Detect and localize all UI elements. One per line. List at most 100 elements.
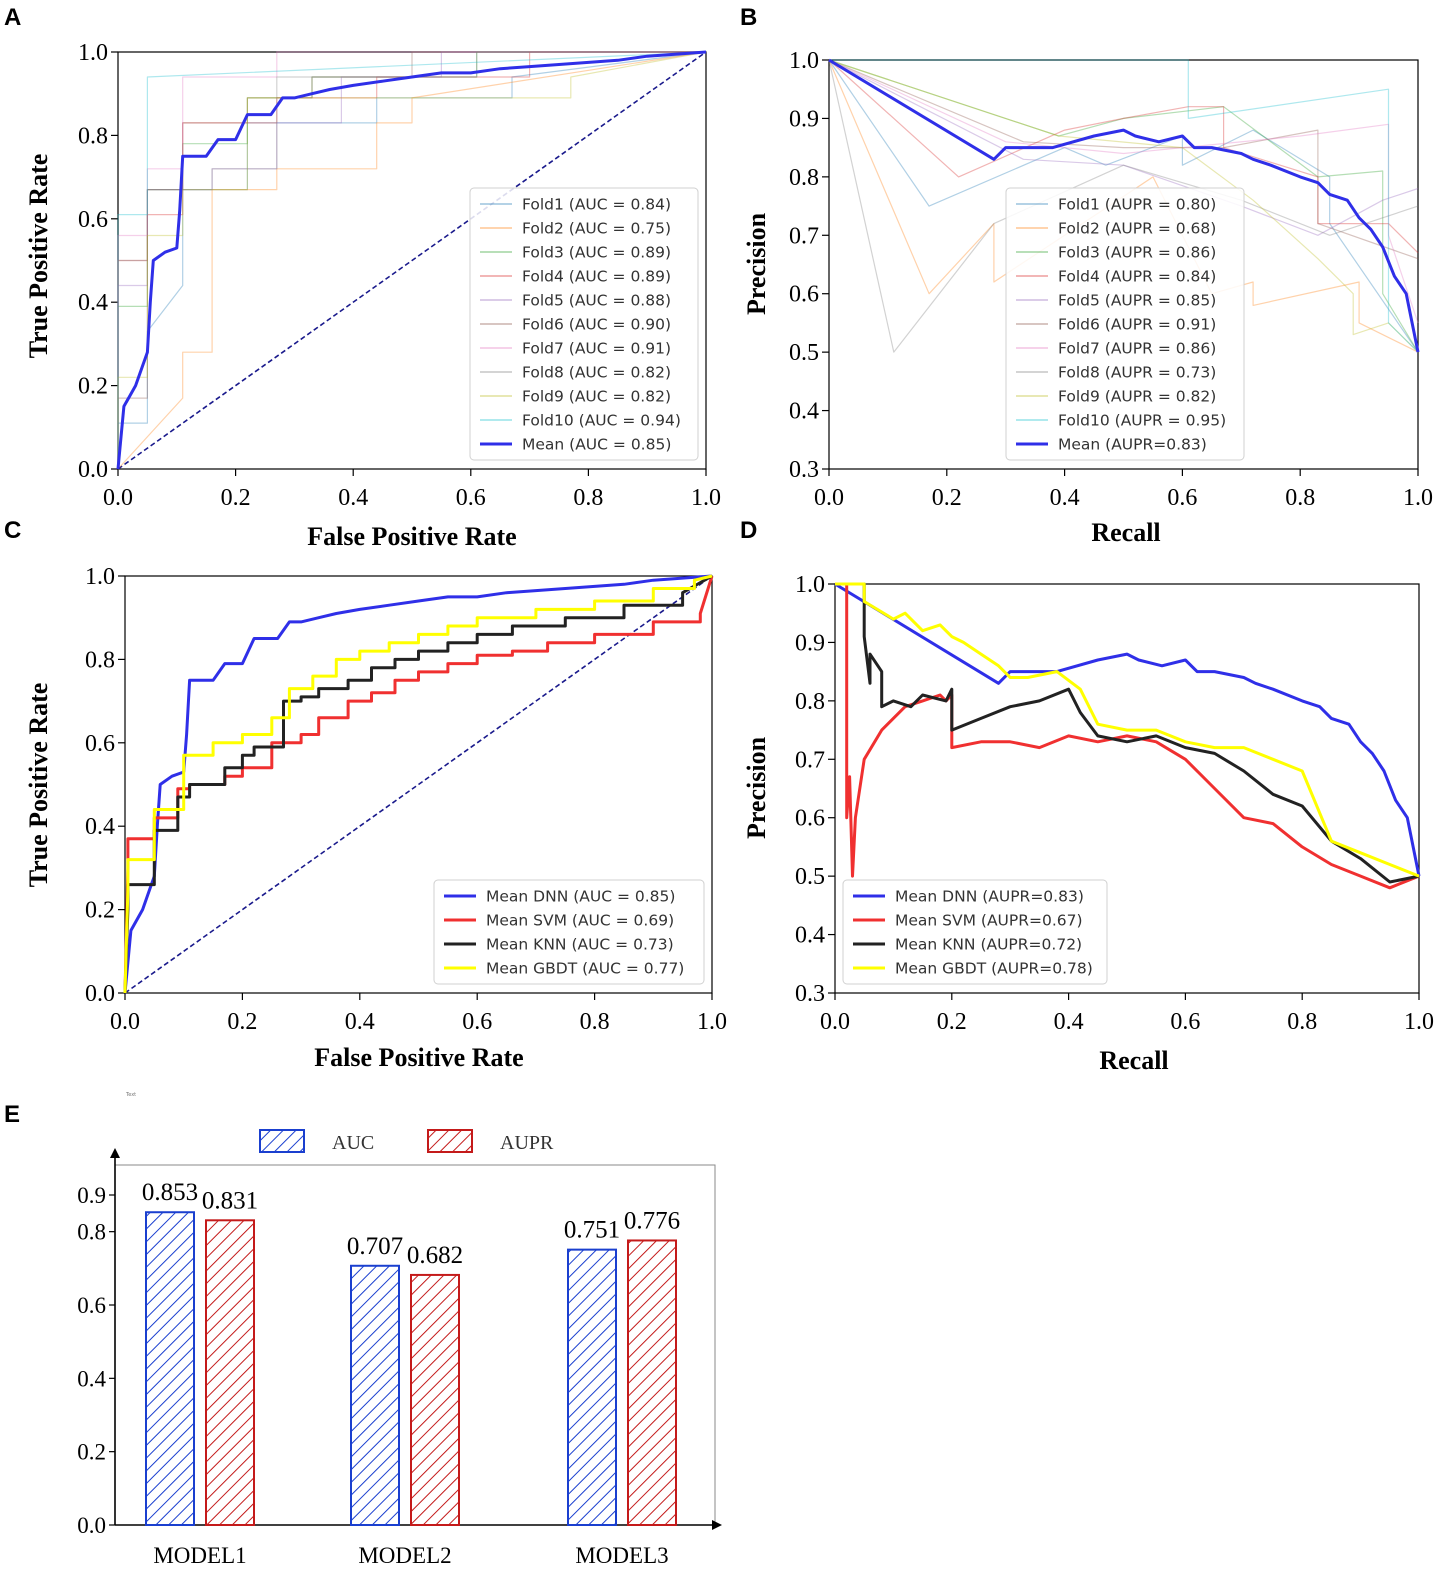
legend-entry: AUPR	[500, 1132, 554, 1154]
x-tick-label: 1.0	[691, 485, 721, 511]
series-line-4	[828, 59, 1419, 254]
legend-entry: Fold2 (AUC = 0.75)	[522, 220, 671, 238]
panel-label-d: D	[740, 517, 757, 544]
legend-entry: Fold8 (AUPR = 0.73)	[1058, 364, 1216, 382]
x-tick-label: 0.2	[937, 1009, 967, 1035]
y-tick-label: 0.0	[78, 457, 108, 483]
y-tick-label: 0.0	[77, 1513, 106, 1538]
x-tick-label: 0.4	[345, 1009, 375, 1035]
legend-entry: Mean GBDT (AUC = 0.77)	[486, 960, 684, 978]
legend-entry: Mean GBDT (AUPR=0.78)	[895, 960, 1093, 978]
legend-entry: Fold1 (AUC = 0.84)	[522, 196, 671, 214]
series-line-2	[835, 582, 1420, 890]
chance-diagonal-line	[117, 51, 707, 470]
legend-entry: Fold2 (AUPR = 0.68)	[1058, 220, 1216, 238]
legend-entry: Fold9 (AUPR = 0.82)	[1058, 388, 1216, 406]
x-tick-label: 0.0	[103, 485, 133, 511]
x-tick-label: 0.4	[1050, 485, 1080, 511]
legend-entry: Mean KNN (AUC = 0.73)	[486, 936, 674, 954]
plot-frame-a	[117, 51, 707, 470]
x-axis-label: False Positive Rate	[307, 522, 516, 551]
legend-entry: Fold4 (AUC = 0.89)	[522, 268, 671, 286]
x-tick-label: 0.2	[932, 485, 962, 511]
y-tick-label: 0.2	[77, 1440, 106, 1465]
category-label: MODEL2	[358, 1543, 451, 1568]
y-tick-label: 0.6	[77, 1293, 106, 1318]
x-tick-label: 0.0	[814, 485, 844, 511]
bar-aupr-model1	[205, 1219, 255, 1527]
y-tick-label: 0.9	[795, 630, 825, 656]
legend-entry: Mean SVM (AUPR=0.67)	[895, 912, 1083, 930]
legend-entry: Fold8 (AUC = 0.82)	[522, 364, 671, 382]
legend-entry: Fold10 (AUC = 0.94)	[522, 412, 681, 430]
y-tick-label: 0.2	[85, 898, 115, 924]
x-tick-label: 0.8	[1287, 1009, 1317, 1035]
x-tick-label: 1.0	[1404, 1009, 1434, 1035]
panel-label-e: E	[4, 1101, 20, 1128]
y-axis-label: Precision	[742, 212, 771, 315]
legend-box	[433, 879, 705, 985]
x-tick-label: 0.0	[820, 1009, 850, 1035]
series-line-3	[117, 51, 706, 469]
series-line-1	[828, 59, 1419, 353]
series-line-6	[828, 59, 1419, 260]
chance-diagonal-line	[124, 575, 713, 994]
bar-value-label: 0.831	[202, 1187, 258, 1214]
series-line-2	[123, 575, 714, 994]
legend-c: Mean DNN (AUC = 0.85) Mean SVM (AUC = 0.6…	[433, 879, 705, 985]
x-axis-label: Recall	[1091, 518, 1160, 547]
x-tick-label: 0.6	[1170, 1009, 1200, 1035]
legend-entry: Mean SVM (AUC = 0.69)	[486, 912, 674, 930]
legend-entry: Mean (AUPR=0.83)	[1058, 436, 1207, 454]
series-line-1	[117, 51, 707, 469]
series-line-2	[117, 51, 707, 470]
bar-value-label: 0.853	[142, 1179, 198, 1206]
category-label: MODEL1	[153, 1543, 246, 1568]
y-tick-label: 0.5	[795, 864, 825, 890]
panel-label-c: C	[4, 517, 21, 544]
y-tick-label: 0.4	[795, 923, 825, 949]
y-axis-label: True Positive Rate	[24, 683, 53, 888]
y-tick-label: 0.7	[795, 747, 825, 773]
legend-box	[842, 879, 1108, 985]
y-tick-label: 0.6	[795, 806, 825, 832]
y-tick-label: 0.6	[789, 282, 819, 308]
series-line-3	[835, 582, 1420, 884]
series-line-4	[835, 582, 1420, 878]
pr-models-chart: 0.0 0.2 0.4 0.6 0.8 1.0 0.3 0.4 0.5 0.6 0.7 0.8 0.9 1…	[742, 572, 1434, 1075]
x-tick-label: 0.4	[1054, 1009, 1084, 1035]
legend-entry: Mean (AUC = 0.85)	[522, 436, 671, 454]
series-line-3	[828, 59, 1419, 353]
roc-folds-chart: 0.0 0.2 0.4 0.6 0.8 1.0 0.0 0.2 0.4 0.6 0.8 1.0 Fals…	[24, 40, 721, 551]
y-tick-label: 0.6	[78, 207, 108, 233]
y-tick-label: 0.5	[789, 340, 819, 366]
x-tick-label: 0.6	[456, 485, 486, 511]
y-tick-label: 0.2	[78, 374, 108, 400]
legend-swatch	[259, 1129, 305, 1153]
series-line-4	[117, 51, 706, 469]
y-tick-label: 0.4	[789, 399, 819, 425]
series-line-8	[117, 51, 706, 469]
x-tick-label: 0.2	[227, 1009, 257, 1035]
legend-a: Fold1 (AUC = 0.84) Fold2 (AUC = 0.75) Fold…	[469, 187, 699, 461]
y-tick-label: 0.9	[789, 106, 819, 132]
legend-entry: Mean DNN (AUPR=0.83)	[895, 888, 1084, 906]
x-tick-label: 1.0	[1403, 485, 1433, 511]
legend-box	[1005, 187, 1245, 461]
category-label: MODEL3	[575, 1543, 668, 1568]
y-axis-label: True Positive Rate	[24, 154, 53, 359]
x-tick-label: 0.6	[1167, 485, 1197, 511]
legend-b: Fold1 (AUPR = 0.80) Fold2 (AUPR = 0.68) Fo…	[1005, 187, 1245, 461]
series-line-1	[123, 574, 713, 994]
legend-entry: AUC	[332, 1132, 374, 1154]
legend-entry: Fold7 (AUC = 0.91)	[522, 340, 671, 358]
legend-entry: Fold5 (AUC = 0.88)	[522, 292, 671, 310]
bar-legend: AUC AUPR	[259, 1129, 554, 1154]
series-line-10	[829, 59, 1419, 353]
y-tick-label: 0.8	[77, 1220, 106, 1245]
x-tick-label: 0.8	[580, 1009, 610, 1035]
legend-box	[469, 187, 699, 461]
y-tick-label: 0.3	[789, 457, 819, 483]
series-line-5	[117, 51, 706, 469]
